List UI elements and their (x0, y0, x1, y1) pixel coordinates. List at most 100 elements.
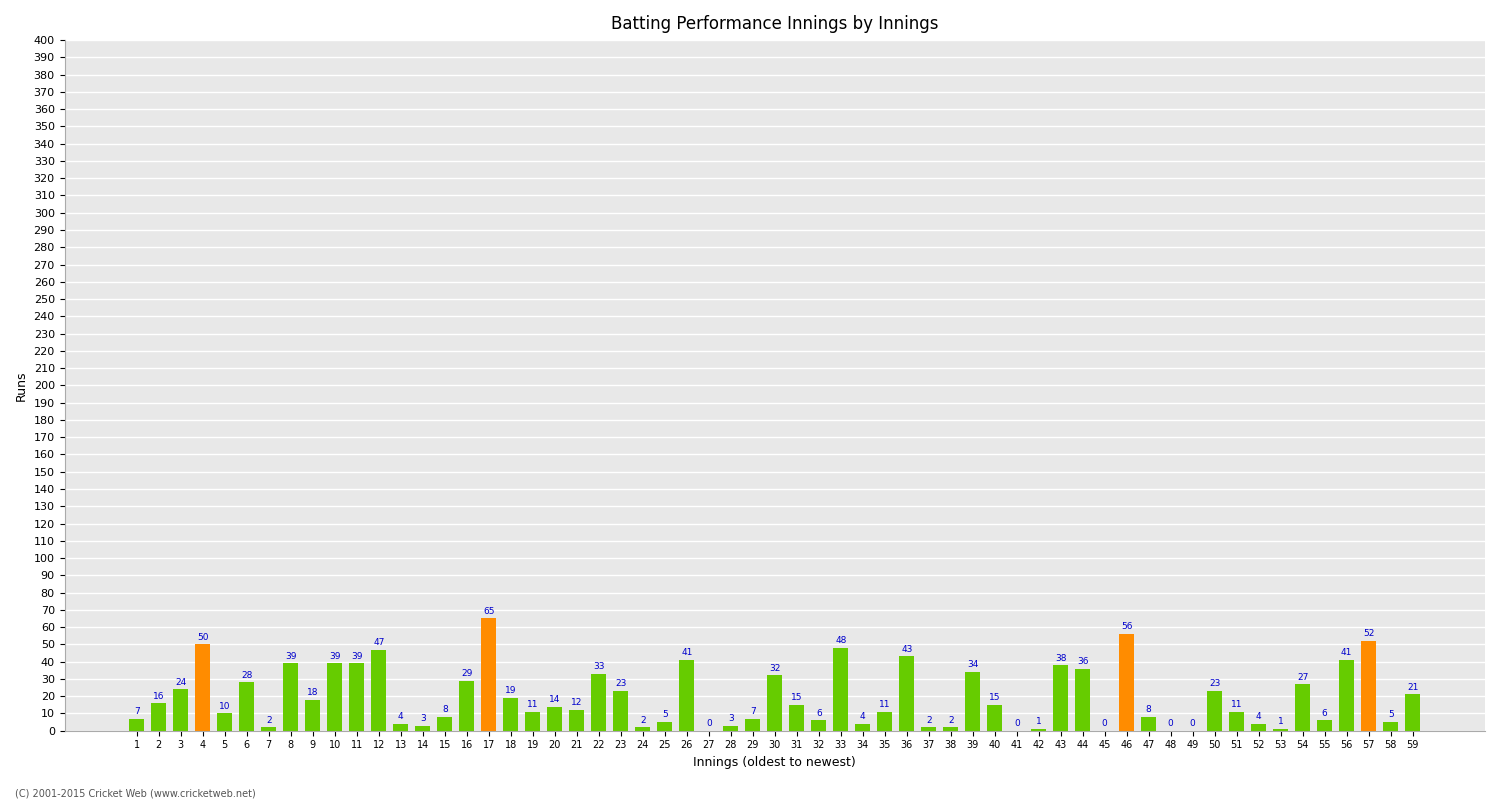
Bar (591, 674, 606, 730)
Text: 23: 23 (1209, 679, 1221, 689)
Text: 47: 47 (374, 638, 384, 647)
Text: 36: 36 (1077, 657, 1089, 666)
Text: 24: 24 (176, 678, 186, 686)
Text: 39: 39 (351, 652, 363, 661)
Bar (1076, 669, 1090, 730)
Bar (634, 727, 651, 730)
Text: 11: 11 (526, 700, 538, 709)
Bar (152, 703, 166, 730)
Bar (416, 726, 430, 730)
Text: 10: 10 (219, 702, 231, 711)
Text: (C) 2001-2015 Cricket Web (www.cricketweb.net): (C) 2001-2015 Cricket Web (www.cricketwe… (15, 788, 255, 798)
Bar (944, 727, 958, 730)
Bar (855, 724, 870, 730)
Text: 5: 5 (662, 710, 668, 719)
Text: 2: 2 (266, 716, 272, 725)
Bar (680, 660, 694, 730)
Text: 8: 8 (1146, 706, 1152, 714)
Text: 5: 5 (1388, 710, 1394, 719)
Bar (746, 718, 760, 730)
Text: 6: 6 (816, 709, 822, 718)
Text: 29: 29 (460, 669, 472, 678)
Bar (195, 644, 210, 730)
Bar (350, 663, 364, 730)
Bar (1251, 724, 1266, 730)
Bar (878, 712, 892, 730)
Text: 2: 2 (948, 716, 954, 725)
Text: 34: 34 (968, 661, 978, 670)
Text: 15: 15 (790, 694, 802, 702)
Bar (238, 682, 255, 730)
Bar (766, 675, 783, 730)
Text: 38: 38 (1054, 654, 1066, 662)
Text: 19: 19 (506, 686, 516, 695)
Bar (482, 618, 496, 730)
Text: 0: 0 (1168, 719, 1173, 728)
Bar (657, 722, 672, 730)
Text: 56: 56 (1120, 622, 1132, 631)
Text: 2: 2 (926, 716, 932, 725)
Text: 39: 39 (328, 652, 340, 661)
Bar (1208, 691, 1222, 730)
Bar (1317, 720, 1332, 730)
Text: 18: 18 (308, 688, 318, 697)
Text: 28: 28 (242, 670, 252, 680)
Text: 65: 65 (483, 607, 495, 616)
Bar (129, 718, 144, 730)
Bar (1030, 729, 1047, 730)
Bar (614, 691, 628, 730)
Text: 48: 48 (836, 636, 846, 646)
Text: 21: 21 (1407, 683, 1419, 692)
Bar (304, 700, 321, 730)
Text: 7: 7 (134, 707, 140, 716)
Text: 16: 16 (153, 691, 165, 701)
Bar (833, 648, 849, 730)
Bar (503, 698, 519, 730)
Bar (1294, 684, 1311, 730)
Bar (987, 705, 1002, 730)
Text: 39: 39 (285, 652, 297, 661)
Text: 4: 4 (1256, 712, 1262, 722)
Text: 0: 0 (1102, 719, 1107, 728)
Text: 8: 8 (442, 706, 447, 714)
Bar (436, 717, 453, 730)
Text: 0: 0 (1190, 719, 1196, 728)
Bar (1406, 694, 1420, 730)
Bar (723, 726, 738, 730)
X-axis label: Innings (oldest to newest): Innings (oldest to newest) (693, 756, 856, 769)
Bar (1274, 729, 1288, 730)
Bar (393, 724, 408, 730)
Text: 1: 1 (1036, 718, 1041, 726)
Text: 2: 2 (640, 716, 645, 725)
Text: 43: 43 (902, 645, 912, 654)
Text: 11: 11 (1232, 700, 1242, 709)
Text: 7: 7 (750, 707, 756, 716)
Bar (327, 663, 342, 730)
Text: 6: 6 (1322, 709, 1328, 718)
Text: 23: 23 (615, 679, 627, 689)
Bar (1053, 665, 1068, 730)
Text: 27: 27 (1298, 673, 1308, 682)
Bar (964, 672, 981, 730)
Bar (568, 710, 585, 730)
Text: 0: 0 (1014, 719, 1020, 728)
Bar (921, 727, 936, 730)
Text: 32: 32 (770, 664, 780, 673)
Y-axis label: Runs: Runs (15, 370, 28, 401)
Text: 0: 0 (706, 719, 711, 728)
Text: 14: 14 (549, 695, 561, 704)
Text: 4: 4 (859, 712, 865, 722)
Bar (1142, 717, 1156, 730)
Bar (548, 706, 562, 730)
Text: 41: 41 (681, 648, 693, 658)
Bar (1228, 712, 1245, 730)
Bar (525, 712, 540, 730)
Bar (1360, 641, 1377, 730)
Bar (370, 650, 387, 730)
Text: 4: 4 (398, 712, 404, 722)
Bar (459, 681, 474, 730)
Text: 11: 11 (879, 700, 891, 709)
Text: 1: 1 (1278, 718, 1284, 726)
Text: 33: 33 (592, 662, 604, 671)
Bar (1340, 660, 1354, 730)
